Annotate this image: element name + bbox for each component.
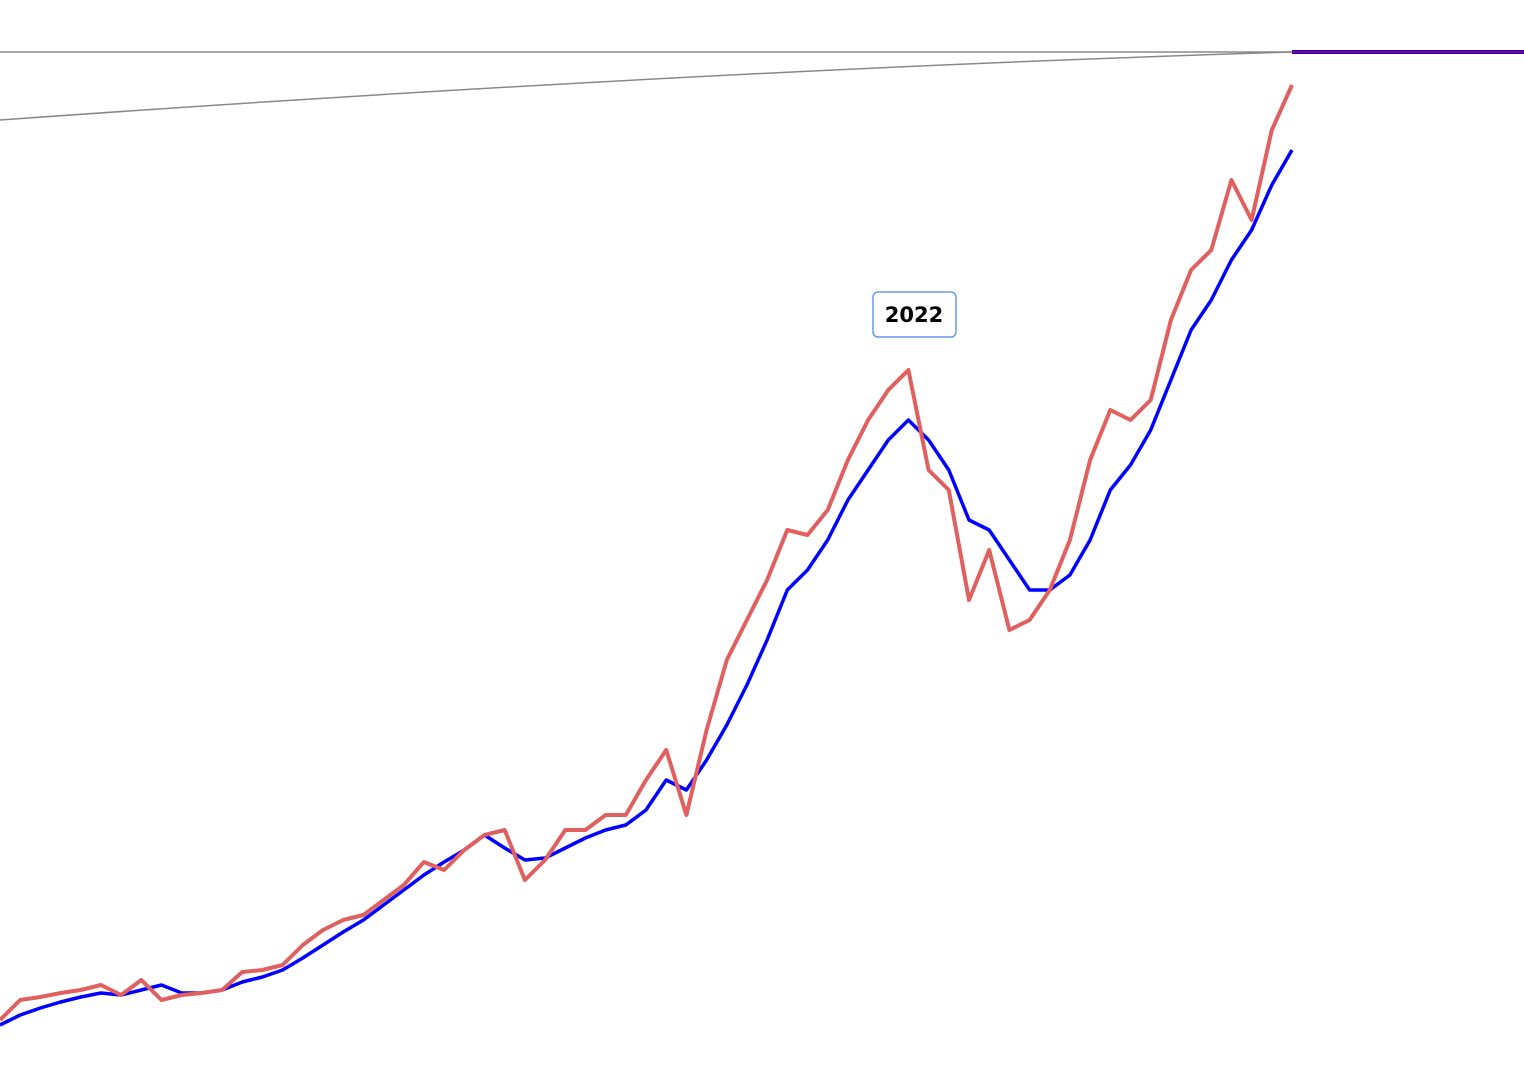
series-line xyxy=(0,84,1294,1022)
annotation: 2022 xyxy=(885,303,943,327)
plot xyxy=(0,84,1294,1027)
annotation-box xyxy=(872,291,957,338)
trend-curve xyxy=(0,51,1293,121)
series-line xyxy=(0,149,1294,1027)
